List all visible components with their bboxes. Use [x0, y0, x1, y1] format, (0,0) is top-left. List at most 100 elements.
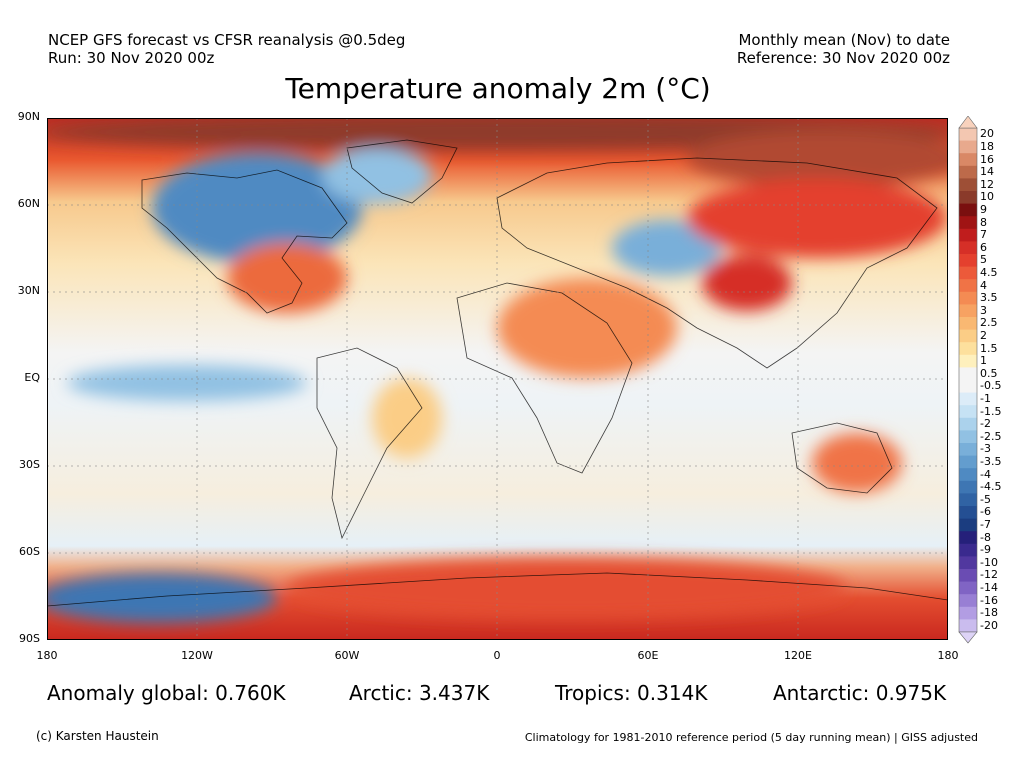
lon-label-60w: 60W: [334, 649, 360, 662]
central-asia-cold-anomaly: [612, 220, 722, 276]
lon-label-0: 0: [493, 649, 501, 662]
lon-label-60e: 60E: [637, 649, 659, 662]
run-time: Run: 30 Nov 2020 00z: [48, 49, 215, 67]
colorbar-tick-label: -7: [980, 517, 991, 531]
colorbar-tick-label: -3: [980, 442, 991, 456]
colorbar-swatch: [959, 594, 977, 608]
lat-label-30s: 30S: [19, 458, 40, 471]
anomaly-map: [47, 118, 948, 640]
lon-label-180e: 180: [937, 649, 959, 662]
colorbar-swatch: [959, 543, 977, 557]
reference-time: Reference: 30 Nov 2020 00z: [736, 49, 950, 67]
colorbar-tick-label: 2: [980, 328, 987, 342]
africa-warm-anomaly: [497, 278, 677, 378]
lat-label-60s: 60S: [19, 545, 40, 558]
colorbar-swatch: [959, 241, 977, 255]
model-description: NCEP GFS forecast vs CFSR reanalysis @0.…: [48, 31, 406, 49]
colorbar-swatch: [959, 266, 977, 280]
colorbar-swatch: [959, 531, 977, 545]
colorbar-swatch: [959, 556, 977, 570]
colorbar-tick-label: 2.5: [980, 316, 998, 330]
colorbar-swatch: [959, 430, 977, 444]
eurasia-outline: [496, 157, 938, 369]
colorbar-tick-label: 9: [980, 202, 987, 216]
colorbar-tick-label: -1: [980, 391, 991, 405]
colorbar-swatch: [959, 291, 977, 305]
colorbar-swatch: [959, 392, 977, 406]
colorbar-swatch: [959, 153, 977, 167]
colorbar-swatch: [959, 581, 977, 595]
colorbar-swatch: [959, 443, 977, 456]
lat-label-90n: 90N: [17, 110, 40, 123]
lon-label-180w: 180: [36, 649, 58, 662]
colorbar-tick-label: 16: [980, 152, 994, 166]
colorbar-swatch: [959, 254, 977, 267]
colorbar-swatch: [959, 191, 977, 204]
antarctica-outline: [47, 572, 948, 607]
colorbar-tick-label: 0.5: [980, 366, 998, 380]
colorbar-swatches: [958, 127, 978, 633]
header-left: NCEP GFS forecast vs CFSR reanalysis @0.…: [48, 31, 405, 67]
graticule: [47, 118, 948, 640]
usa-warm-anomaly: [227, 243, 347, 313]
lat-label-90s: 90S: [19, 632, 40, 645]
colorbar-tick-label: -1.5: [980, 404, 1002, 418]
canada-cold-anomaly: [152, 153, 362, 263]
antarctic-warm-anomaly: [287, 558, 847, 618]
pacific-cold-tongue: [67, 365, 307, 401]
colorbar-tick-label: -14: [980, 580, 998, 594]
period-description: Monthly mean (Nov) to date: [738, 31, 950, 49]
colorbar-tick-label: -12: [980, 568, 998, 582]
colorbar-tick-label: 8: [980, 215, 987, 229]
colorbar-swatch: [959, 329, 977, 343]
colorbar-tick-label: -5: [980, 492, 991, 506]
copyright-credit: (c) Karsten Haustein: [36, 729, 159, 743]
colorbar-tick-label: -10: [980, 555, 998, 569]
australia-outline: [791, 422, 893, 494]
colorbar-swatch: [959, 128, 977, 141]
climatology-note: Climatology for 1981-2010 reference peri…: [524, 731, 978, 744]
colorbar: [958, 116, 978, 644]
colorbar-swatch: [959, 606, 977, 620]
south-america-warm: [372, 378, 442, 458]
colorbar-tick-label: -2: [980, 417, 991, 431]
colorbar-top-arrow: [958, 116, 978, 129]
colorbar-swatch: [959, 216, 977, 230]
colorbar-tick-label: 7: [980, 228, 987, 242]
south-america-outline: [316, 347, 423, 540]
south-pacific-cold-anomaly: [47, 573, 277, 623]
map-title: Temperature anomaly 2m (°C): [285, 72, 711, 105]
colorbar-swatch: [959, 165, 977, 179]
colorbar-tick-label: 1: [980, 354, 987, 368]
stat-arctic: Arctic: 3.437K: [349, 681, 490, 705]
colorbar-swatch: [959, 354, 977, 368]
colorbar-swatch: [959, 480, 977, 494]
greenland-cold-anomaly: [322, 148, 432, 204]
lat-label-60n: 60N: [17, 197, 40, 210]
anomaly-map-canvas: [47, 118, 948, 640]
colorbar-tick-label: -8: [980, 530, 991, 544]
greenland-outline: [346, 139, 458, 204]
colorbar-tick-label: 18: [980, 139, 994, 153]
colorbar-tick-label: -16: [980, 593, 998, 607]
colorbar-swatch: [959, 417, 977, 431]
asia-warm-anomaly: [687, 178, 947, 258]
colorbar-tick-label: 10: [980, 190, 994, 204]
colorbar-swatch: [959, 342, 977, 356]
colorbar-swatch: [959, 178, 977, 192]
colorbar-swatch: [959, 317, 977, 330]
colorbar-swatch: [959, 304, 977, 318]
colorbar-tick-label: 20: [980, 127, 994, 141]
colorbar-tick-label: 14: [980, 165, 994, 179]
lat-label-30n: 30N: [17, 284, 40, 297]
colorbar-swatch: [959, 380, 977, 393]
tibet-warm-anomaly: [702, 255, 792, 311]
header-right: Monthly mean (Nov) to date Reference: 30…: [737, 31, 950, 67]
lon-label-120w: 120W: [181, 649, 213, 662]
colorbar-swatch: [959, 493, 977, 507]
australia-warm-anomaly: [812, 433, 902, 493]
colorbar-swatch: [959, 518, 977, 532]
colorbar-swatch: [959, 619, 977, 633]
north-america-outline: [141, 169, 348, 314]
anomaly-field: [47, 118, 948, 623]
